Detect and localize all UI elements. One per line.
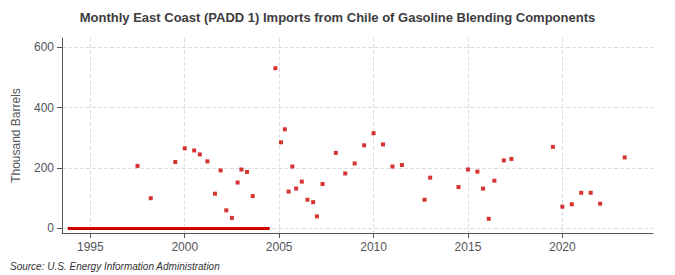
svg-text:200: 200 [34,161,54,175]
svg-text:2020: 2020 [549,240,576,254]
svg-text:2000: 2000 [171,240,198,254]
svg-text:Source: U.S. Energy Informatio: Source: U.S. Energy Information Administ… [10,261,220,272]
svg-text:Thousand Barrels: Thousand Barrels [9,88,23,183]
svg-text:1995: 1995 [77,240,104,254]
svg-text:0: 0 [47,221,54,235]
svg-text:400: 400 [34,101,54,115]
svg-text:600: 600 [34,40,54,54]
svg-text:2010: 2010 [360,240,387,254]
svg-text:2015: 2015 [455,240,482,254]
svg-text:2005: 2005 [266,240,293,254]
svg-text:Monthly East Coast (PADD 1) Im: Monthly East Coast (PADD 1) Imports from… [80,10,595,25]
